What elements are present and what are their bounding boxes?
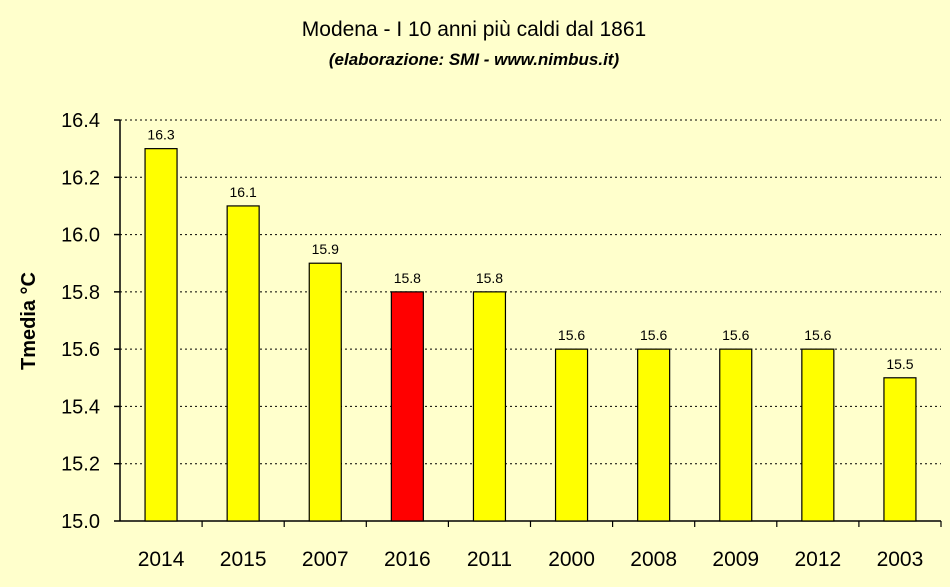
bar-2003 (883, 377, 917, 522)
y-tick-label: 16.4 (61, 110, 100, 132)
y-tick-label: 15.4 (61, 396, 100, 418)
y-tick-label: 16.2 (61, 167, 100, 189)
plot-area: 15.0 15.2 15.4 15.6 15.8 16.0 16.2 16.4 16.3 2014… (61, 110, 942, 571)
x-tick-label: 2011 (467, 548, 512, 571)
bar-2009 (719, 348, 753, 522)
y-tick-label: 16.0 (61, 225, 100, 247)
data-label: 15.6 (640, 327, 667, 343)
y-tick-label: 15.8 (61, 282, 100, 304)
x-tick-label: 2009 (712, 548, 759, 571)
bar-2007 (308, 262, 342, 522)
y-tick-label: 15.2 (61, 454, 100, 476)
x-tick-label: 2012 (794, 548, 841, 571)
bar-2000 (554, 348, 589, 522)
x-tick-label: 2015 (220, 548, 267, 571)
chart-title: Modena - I 10 anni più caldi dal 1861 (302, 18, 646, 41)
x-tick-label: 2014 (138, 548, 185, 571)
data-label: 15.6 (722, 327, 749, 343)
bar-2014 (144, 148, 178, 522)
x-tick-label: 2007 (302, 548, 349, 571)
data-label: 15.6 (804, 327, 831, 343)
bar-2015 (226, 205, 260, 522)
y-tick-label: 15.0 (61, 511, 100, 533)
data-label: 15.8 (476, 270, 503, 286)
chart-subtitle: (elaborazione: SMI - www.nimbus.it) (329, 50, 620, 69)
x-tick-label: 2003 (877, 548, 924, 571)
bar-2012 (801, 348, 835, 522)
y-tick-label: 15.6 (61, 339, 100, 361)
data-label: 16.3 (147, 127, 174, 143)
data-label: 16.1 (230, 184, 257, 200)
data-label: 15.8 (394, 270, 421, 286)
bar-2016 (390, 291, 424, 522)
x-tick-label: 2008 (630, 548, 677, 571)
bar-2011 (472, 291, 507, 522)
x-tick-label: 2000 (548, 548, 595, 571)
bar-2008 (637, 348, 671, 522)
data-label: 15.6 (558, 327, 585, 343)
x-tick-label: 2016 (384, 548, 431, 571)
data-label: 15.9 (312, 241, 339, 257)
data-label: 15.5 (886, 356, 913, 372)
y-axis-label: Tmedia °C (18, 272, 40, 370)
